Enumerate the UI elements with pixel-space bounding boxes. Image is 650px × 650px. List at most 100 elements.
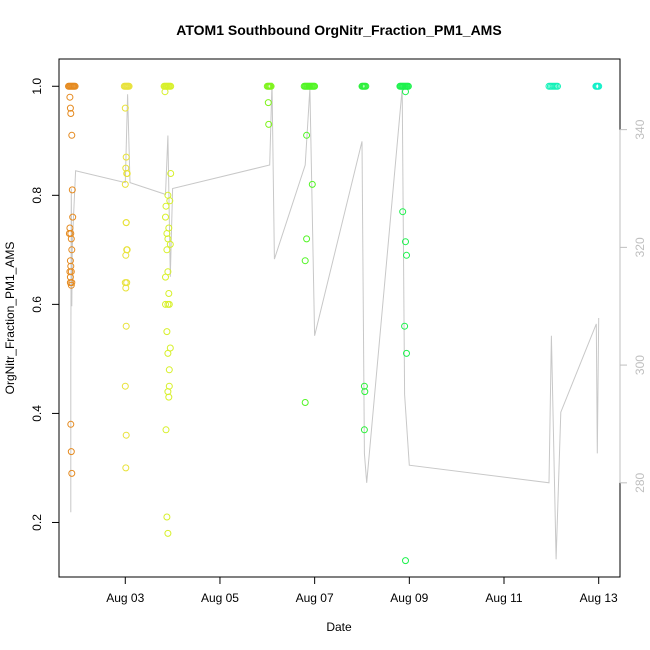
data-point [123, 170, 131, 177]
data-point [66, 268, 74, 276]
data-point [399, 208, 407, 216]
right-tick-label: 340 [633, 119, 647, 139]
data-point [401, 322, 409, 330]
data-point [360, 382, 368, 390]
chart-title: ATOM1 Southbound OrgNitr_Fraction_PM1_AM… [176, 22, 501, 38]
data-point [164, 529, 172, 537]
data-point [165, 224, 173, 232]
data-point [303, 131, 311, 139]
data-point [67, 230, 75, 237]
data-point [162, 213, 169, 221]
data-point [71, 82, 79, 90]
data-point [66, 104, 74, 112]
data-point [68, 469, 76, 477]
data-point [69, 213, 77, 221]
data-point [122, 431, 130, 439]
right-axis-line-layer [70, 82, 600, 560]
data-point [165, 366, 173, 374]
x-tick-label: Aug 07 [296, 591, 334, 605]
data-point [67, 281, 75, 289]
data-point [264, 99, 272, 107]
y-tick-label: 0.4 [30, 405, 44, 422]
data-point [402, 557, 409, 565]
y-tick-label: 0.8 [30, 187, 44, 204]
data-point [165, 382, 173, 390]
data-point [165, 290, 173, 297]
right-axis: 280 300 320 340 [619, 119, 647, 493]
data-point [164, 268, 172, 276]
data-point [121, 104, 129, 112]
data-point [68, 246, 76, 254]
data-point [121, 180, 129, 188]
data-point [121, 382, 129, 390]
data-point [67, 420, 75, 428]
x-axis-label: Date [326, 620, 352, 634]
data-point [123, 246, 131, 254]
data-point [554, 82, 561, 90]
data-point [301, 399, 309, 406]
y-tick-label: 1.0 [30, 78, 44, 95]
data-point [161, 88, 169, 96]
data-point [303, 235, 311, 243]
x-tick-label: Aug 13 [580, 591, 618, 605]
data-point [67, 235, 75, 243]
data-point [595, 82, 603, 90]
data-point [167, 82, 175, 90]
data-point [122, 251, 130, 259]
data-point [402, 88, 409, 96]
data-point [402, 238, 409, 246]
right-tick-label: 280 [633, 472, 647, 492]
y-axis-label: OrgNitr_Fraction_PM1_AMS [3, 242, 17, 395]
data-point [308, 180, 316, 188]
data-point [68, 131, 76, 139]
data-point [122, 153, 130, 161]
data-point [162, 300, 169, 308]
data-point [67, 110, 75, 117]
data-point [68, 186, 76, 194]
data-point [166, 197, 174, 205]
x-tick-label: Aug 11 [485, 591, 522, 605]
data-point [67, 448, 75, 456]
data-point [66, 93, 74, 101]
data-point [165, 300, 173, 308]
data-point [163, 513, 171, 521]
data-point [166, 240, 174, 248]
data-point [403, 251, 410, 259]
y-tick-label: 0.2 [30, 514, 44, 531]
x-tick-label: Aug 09 [390, 591, 428, 605]
data-point [164, 349, 172, 357]
data-point [265, 120, 273, 128]
right-tick-label: 320 [633, 237, 647, 257]
x-tick-label: Aug 03 [106, 591, 144, 605]
data-point [267, 82, 275, 90]
data-point [404, 82, 412, 90]
right-axis-series-line [70, 82, 600, 560]
data-point [122, 284, 130, 292]
data-point [360, 426, 368, 434]
right-tick-label: 300 [633, 355, 647, 375]
x-axis: Aug 03 Aug 05 Aug 07 Aug 09 Aug 11 Aug 13 [106, 576, 618, 605]
data-point [301, 257, 309, 265]
data-point [162, 202, 170, 210]
data-point [163, 246, 171, 254]
data-point [122, 322, 130, 330]
data-point [66, 273, 74, 281]
data-point [165, 393, 173, 401]
data-point [162, 426, 170, 434]
points-layer [65, 82, 603, 565]
data-point [167, 170, 175, 177]
data-point [122, 219, 130, 227]
plot-frame [58, 58, 621, 578]
data-point [125, 82, 133, 90]
y-axis: 0.2 0.4 0.6 0.8 1.0 [30, 78, 60, 531]
data-point [361, 388, 369, 396]
data-point [403, 349, 410, 357]
x-tick-label: Aug 05 [201, 591, 239, 605]
data-point [311, 82, 319, 90]
data-point [122, 464, 130, 472]
y-tick-label: 0.6 [30, 296, 44, 313]
data-point [362, 82, 370, 90]
data-point [121, 279, 129, 287]
data-point [163, 328, 171, 336]
